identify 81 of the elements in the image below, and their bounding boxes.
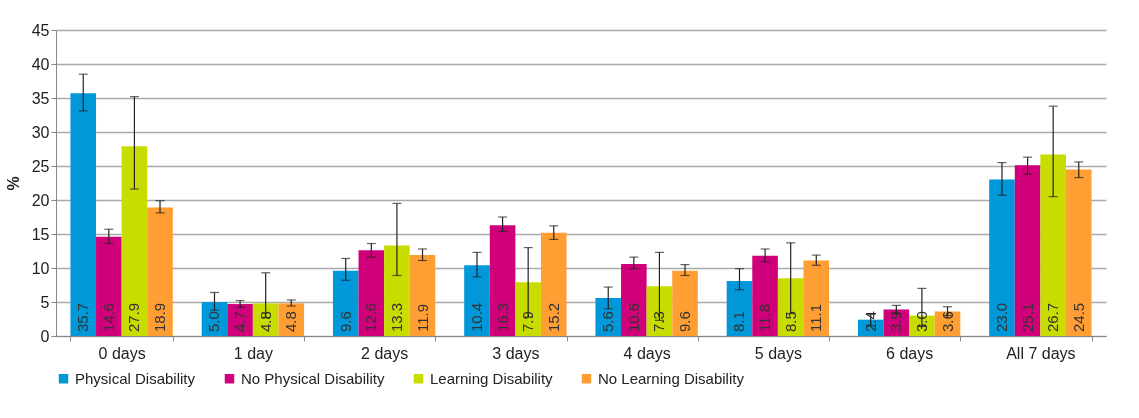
x-tick-label: 6 days [886,344,934,362]
legend-label: Learning Disability [430,369,554,387]
data-label: 7.9 [519,311,537,332]
data-label: 18.9 [151,302,169,332]
bar [332,270,359,336]
y-tick-label: 20 [31,191,50,209]
data-label: 26.7 [1044,302,1062,332]
data-label: 9.6 [676,311,694,332]
data-label: 3.6 [938,311,956,332]
y-tick-label: 5 [40,293,50,311]
y-tick-label: 10 [31,259,50,277]
data-label: 4.7 [231,311,249,332]
bar [752,255,778,336]
data-label: 13.3 [387,302,405,332]
bar [489,225,516,336]
y-tick-label: 0 [40,327,50,345]
y-tick-label: 40 [31,55,50,73]
bar [595,297,622,336]
bar [409,255,436,336]
data-label: 2.4 [861,311,879,332]
bar [1040,154,1066,336]
data-label: 11.1 [807,303,825,332]
bar [278,303,305,336]
x-tick-label: 1 day [233,344,273,362]
data-label: 10.6 [624,302,642,332]
bar [803,260,830,336]
data-label: 4.8 [282,311,300,332]
bar [96,236,122,336]
bar [777,278,804,336]
bar [621,263,647,336]
data-label: 8.5 [781,311,799,332]
data-label: 8.1 [730,311,748,332]
legend-label: Physical Disability [75,369,196,387]
bar [989,179,1015,336]
y-tick-label: 35 [31,89,50,107]
bar [384,245,410,336]
data-label: 5.6 [599,311,617,332]
bar [1014,165,1041,336]
data-label: 4.8 [256,311,274,332]
y-tick-label: 30 [31,123,50,141]
data-label: 10.4 [467,302,485,332]
data-label: 11.8 [756,303,774,332]
bar [358,250,385,336]
bar [464,265,490,336]
data-label: 3.9 [887,311,905,332]
x-tick-label: 2 days [361,344,409,362]
x-tick-label: 3 days [492,344,540,362]
bar [646,286,673,336]
bar [121,146,148,336]
data-label: 11.9 [413,303,431,332]
legend-label: No Learning Disability [598,369,745,387]
bar [70,93,97,336]
bar [1065,169,1092,336]
y-tick-label: 15 [31,225,50,243]
y-tick-label: 45 [31,21,50,39]
bar [227,304,253,336]
x-tick-label: 0 days [98,344,146,362]
data-label: 7.3 [650,311,668,332]
bar [147,207,173,336]
data-label: 3.0 [912,311,930,332]
data-label: 15.2 [544,302,562,332]
data-label: 23.0 [992,302,1010,332]
data-label: 12.6 [362,302,380,332]
data-label: 35.7 [74,302,92,332]
y-tick-label: 25 [31,157,50,175]
bar [515,282,541,336]
bar [726,280,753,336]
data-label: 5.0 [205,311,223,332]
y-axis-title: % [4,176,22,191]
x-tick-label: All 7 days [1006,344,1076,362]
data-label: 27.9 [125,302,143,332]
data-label: 16.3 [493,302,511,332]
bar [672,270,698,336]
legend-label: No Physical Disability [241,369,385,387]
data-label: 24.5 [1069,302,1087,332]
data-label: 25.1 [1018,302,1036,332]
data-label: 14.6 [99,302,117,332]
data-label: 9.6 [336,311,354,332]
x-tick-label: 4 days [623,344,671,362]
x-tick-label: 5 days [754,344,802,362]
bar [540,232,567,336]
